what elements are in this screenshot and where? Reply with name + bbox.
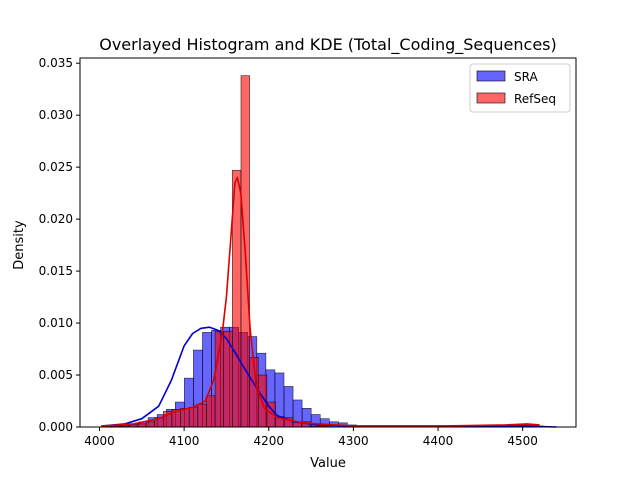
y-tick-label: 0.035 <box>39 56 73 70</box>
y-tick-label: 0.030 <box>39 108 73 122</box>
legend: SRA RefSeq <box>469 63 571 113</box>
x-tick-label: 4500 <box>507 434 538 448</box>
x-tick-label: 4300 <box>338 434 369 448</box>
refseq-legend-swatch <box>476 92 506 104</box>
refseq-bar <box>188 406 199 428</box>
y-tick-label: 0.025 <box>39 160 73 174</box>
chart-title: Overlayed Histogram and KDE (Total_Codin… <box>99 35 557 55</box>
axes-frame <box>79 57 577 428</box>
refseq-bar <box>145 421 155 428</box>
y-tick-label: 0.015 <box>39 264 73 278</box>
sra-legend-swatch <box>476 70 506 82</box>
refseq-kde-line <box>101 176 540 427</box>
refseq-bar <box>180 407 190 428</box>
y-tick-label: 0.000 <box>39 420 73 434</box>
refseq-bar <box>197 403 207 428</box>
y-tick-label: 0.020 <box>39 212 73 226</box>
x-tick-label: 4400 <box>423 434 454 448</box>
refseq-legend-label: RefSeq <box>514 92 556 106</box>
y-axis-label: Density <box>12 220 27 270</box>
kde-lines <box>101 176 557 428</box>
x-tick-label: 4100 <box>169 434 200 448</box>
y-tick-label: 0.010 <box>39 316 73 330</box>
x-tick-label: 4200 <box>253 434 284 448</box>
axes: 4000 4100 4200 4300 4400 4500 0.000 0.005 0.010 0… <box>39 56 577 448</box>
refseq-bar <box>206 395 216 428</box>
x-tick-label: 4000 <box>84 434 115 448</box>
x-axis-label: Value <box>310 456 346 471</box>
y-tick-label: 0.005 <box>39 368 73 382</box>
sra-legend-label: SRA <box>514 70 538 84</box>
